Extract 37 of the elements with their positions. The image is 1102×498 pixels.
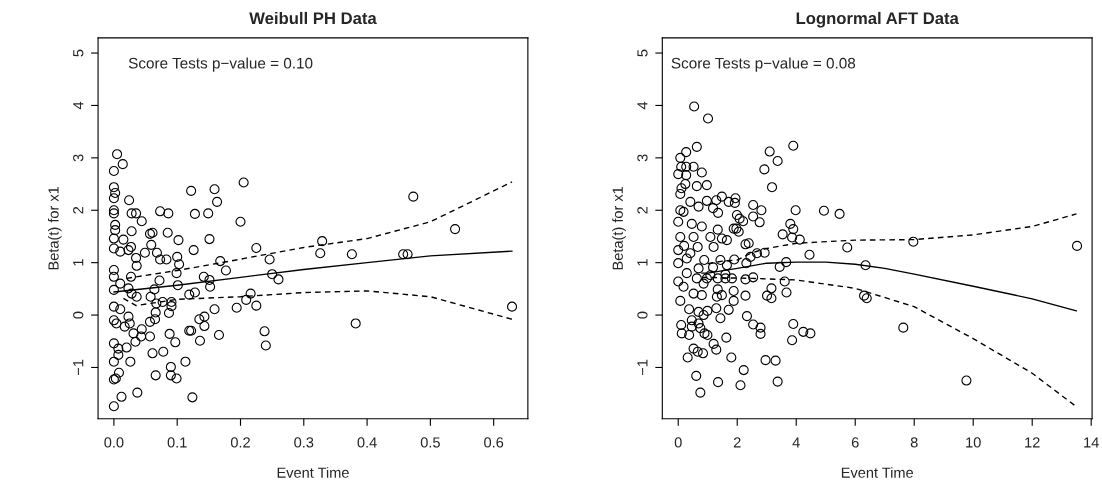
y-tick-label: 2 (637, 206, 648, 214)
x-tick-label: 0.4 (357, 437, 377, 448)
y-tick-label: 5 (73, 49, 84, 57)
y-tick-label: 1 (73, 259, 84, 266)
chart-title: Weibull PH Data (249, 11, 377, 25)
y-tick-label: 4 (637, 101, 648, 110)
x-tick-label: 6 (851, 437, 859, 448)
y-axis-title: Beta(t) for x1 (612, 186, 626, 270)
y-tick-label: −1 (637, 359, 648, 376)
y-tick-label: 1 (637, 259, 648, 266)
y-tick-label: 3 (637, 154, 648, 162)
y-tick-label: −1 (73, 359, 84, 376)
x-tick-label: 14 (1084, 437, 1099, 448)
annotation: Score Tests p−value = 0.08 (671, 57, 856, 72)
x-tick-label: 0.6 (484, 437, 504, 448)
x-tick-label: 8 (910, 437, 918, 448)
y-tick-label: 5 (637, 49, 648, 57)
annotation: Score Tests p−value = 0.10 (128, 57, 313, 72)
x-tick-label: 0.2 (230, 437, 250, 448)
x-axis-title: Event Time (277, 467, 349, 478)
x-tick-label: 10 (966, 437, 981, 448)
y-tick-label: 0 (637, 311, 648, 319)
x-tick-label: 2 (733, 437, 741, 448)
y-axis-title: Beta(t) for x1 (47, 186, 62, 270)
y-tick-label: 2 (73, 206, 84, 214)
x-axis-title: Event Time (841, 467, 914, 478)
x-tick-label: 0.0 (104, 437, 124, 448)
chart-title: Lognormal AFT Data (796, 11, 959, 28)
x-tick-label: 0 (674, 437, 682, 448)
x-tick-label: 0.3 (294, 437, 314, 448)
y-tick-label: 0 (73, 311, 84, 319)
x-tick-label: 4 (792, 437, 800, 448)
x-tick-label: 0.5 (420, 437, 440, 448)
y-tick-label: 3 (73, 154, 84, 162)
x-tick-label: 12 (1025, 437, 1040, 448)
x-tick-label: 0.1 (167, 437, 187, 448)
y-tick-label: 4 (73, 101, 84, 110)
